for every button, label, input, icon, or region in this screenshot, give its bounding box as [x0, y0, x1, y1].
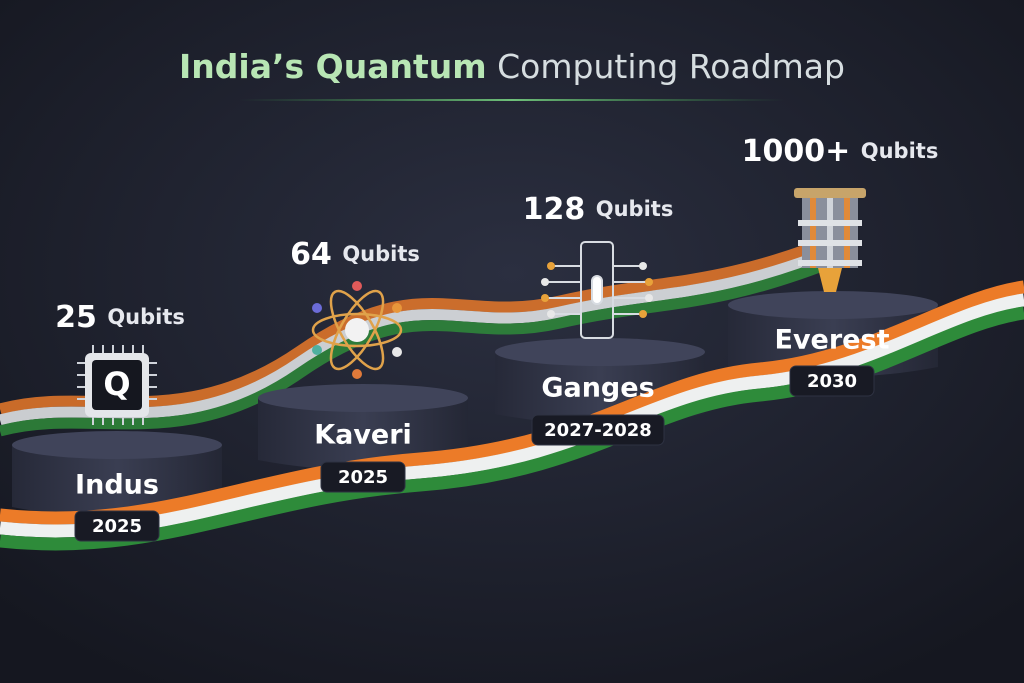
qubits: 25 Qubits	[55, 300, 185, 335]
year-badge	[531, 414, 665, 446]
year: 2027-2028	[544, 420, 652, 441]
year-badge	[74, 510, 160, 542]
text: India’s Quantum	[179, 47, 487, 86]
milestone-name: Ganges	[541, 373, 654, 404]
title: India’s Quantum Computing Roadmap	[179, 47, 845, 86]
qubits: 1000+ Qubits	[742, 134, 939, 169]
text: Qubits	[596, 197, 674, 221]
qubits: 64 Qubits	[290, 237, 420, 272]
milestone-name: Everest	[775, 325, 890, 356]
milestone-name: Kaveri	[314, 420, 412, 451]
chip-icon: Q	[77, 345, 157, 425]
cryostat-icon	[794, 188, 866, 292]
text: Computing Roadmap	[497, 47, 845, 86]
year: 2030	[807, 371, 857, 392]
text: 128	[523, 192, 586, 227]
atom-icon	[311, 281, 403, 379]
year: 2025	[92, 516, 142, 537]
text: Qubits	[107, 305, 185, 329]
milestone-name: Indus	[75, 470, 159, 501]
text: 64	[290, 237, 332, 272]
svg-text:Q: Q	[103, 365, 130, 403]
text: 25	[55, 300, 97, 335]
year-badge	[789, 365, 875, 397]
title-underline	[240, 99, 784, 101]
text: Qubits	[861, 139, 939, 163]
circuit-icon	[541, 241, 653, 339]
qubits: 128 Qubits	[523, 192, 674, 227]
year: 2025	[338, 467, 388, 488]
text: Qubits	[342, 242, 420, 266]
year-badge	[320, 461, 406, 493]
text: 1000+	[742, 134, 851, 169]
